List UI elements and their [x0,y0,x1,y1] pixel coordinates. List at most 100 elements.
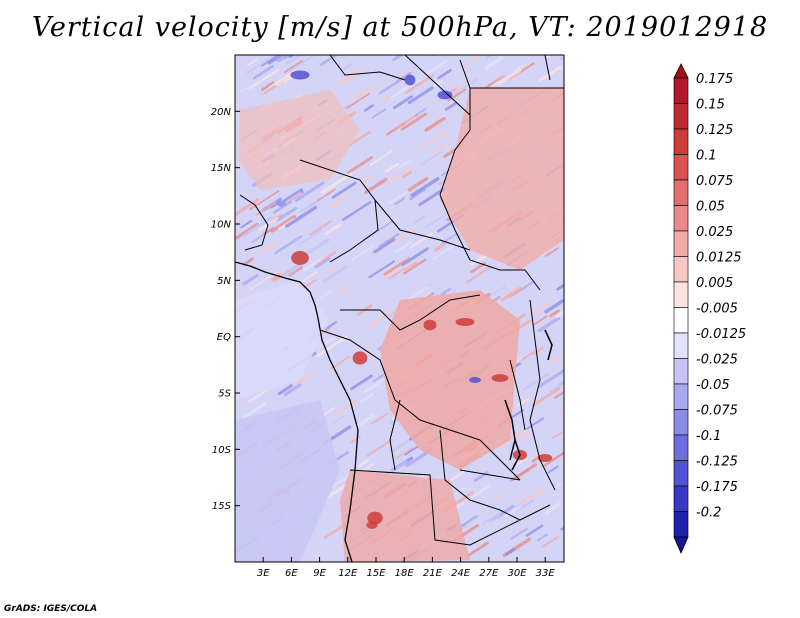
field-streak [285,205,318,228]
field-streak [382,268,397,279]
colorbar-box [673,460,689,487]
field-streak [235,222,259,240]
field-streak [294,181,325,203]
lat-tick-label: 10N [211,220,232,231]
field-streak [558,55,564,61]
negative-region-gulf-guinea [235,280,330,400]
field-streak [378,73,410,95]
colorbar-box [673,205,689,232]
field-streak [351,245,375,261]
field-streak [383,460,408,477]
field-streak [242,402,267,419]
field-streak [521,428,534,438]
lat-tick-label: 15N [211,163,232,174]
field-streak [544,299,564,314]
colorbar-label: 0.1 [696,149,717,164]
field-streak [274,235,303,255]
field-streak [410,232,434,248]
field-streak [348,130,372,147]
field-streak [354,414,375,429]
colorbar-label: 0.0125 [696,251,742,266]
field-streak [239,85,251,93]
field-streak [513,64,524,73]
field-streak [529,302,550,317]
colorbar-bottom-arrow [673,536,689,554]
field-streak [536,533,548,542]
velocity-field [235,55,564,562]
field-streak [278,218,296,230]
field-streak [482,512,501,525]
field-streak [273,200,293,214]
chart-title: Vertical velocity [m/s] at 500hPa, VT: 2… [31,12,769,43]
field-streak [426,59,448,75]
field-streak [261,55,281,67]
colorbar-label: 0.005 [696,276,733,291]
field-streak [235,198,260,217]
field-streak [314,257,331,269]
field-spot [291,251,309,265]
field-streak [369,150,393,166]
field-streak [555,310,564,319]
positive-region-sudan [440,88,564,270]
colorbar-box [673,281,689,308]
field-streak [289,55,317,72]
field-streak [516,398,530,408]
field-streak [421,150,443,166]
field-streak [394,197,406,206]
field-streak [409,188,427,200]
field-streak [467,541,489,557]
field-streak [469,484,492,500]
field-streak [463,55,483,67]
field-streak [242,257,254,266]
colorbar-box [673,154,689,181]
field-streak [249,271,277,291]
field-streak [395,447,413,460]
field-streak [431,139,453,154]
field-streak [418,187,446,207]
field-streak [548,465,559,474]
colorbar-box [673,434,689,461]
field-streak [525,524,544,537]
lake-victoria [544,329,553,361]
field-streak [278,55,291,63]
field-streak [388,267,406,280]
coastline [235,261,359,562]
field-streak [434,242,447,252]
field-streak [515,499,535,513]
field-streak [370,412,389,425]
colorbar-label: -0.0125 [696,327,746,342]
field-streak [404,445,420,456]
field-streak [401,170,413,179]
field-streak [275,55,288,62]
negative-region-atlantic [235,400,340,562]
field-streak [314,250,337,267]
field-streak [538,65,563,82]
field-streak [390,77,421,99]
field-streak [276,206,298,222]
field-streak [407,86,434,105]
field-streak [383,257,411,276]
field-spot [290,70,310,80]
field-streak [249,190,280,211]
field-streak [404,261,418,272]
field-streak [550,354,564,366]
field-streak [440,287,452,296]
field-streak [309,220,332,236]
field-streak [500,286,522,302]
field-streak [241,215,274,238]
field-streak [242,273,259,286]
field-streak [549,380,564,393]
field-streak [505,71,521,82]
field-streak [444,101,458,111]
field-streak [319,55,339,67]
field-streak [554,390,564,399]
field-streak [553,482,562,490]
field-streak [329,194,348,208]
lon-tick-label: 15E [366,568,386,579]
northern-borders [329,55,564,116]
colorbar-box [673,383,689,410]
field-streak [503,432,522,446]
lon-tick-label: 24E [451,568,471,579]
field-streak [333,414,347,424]
